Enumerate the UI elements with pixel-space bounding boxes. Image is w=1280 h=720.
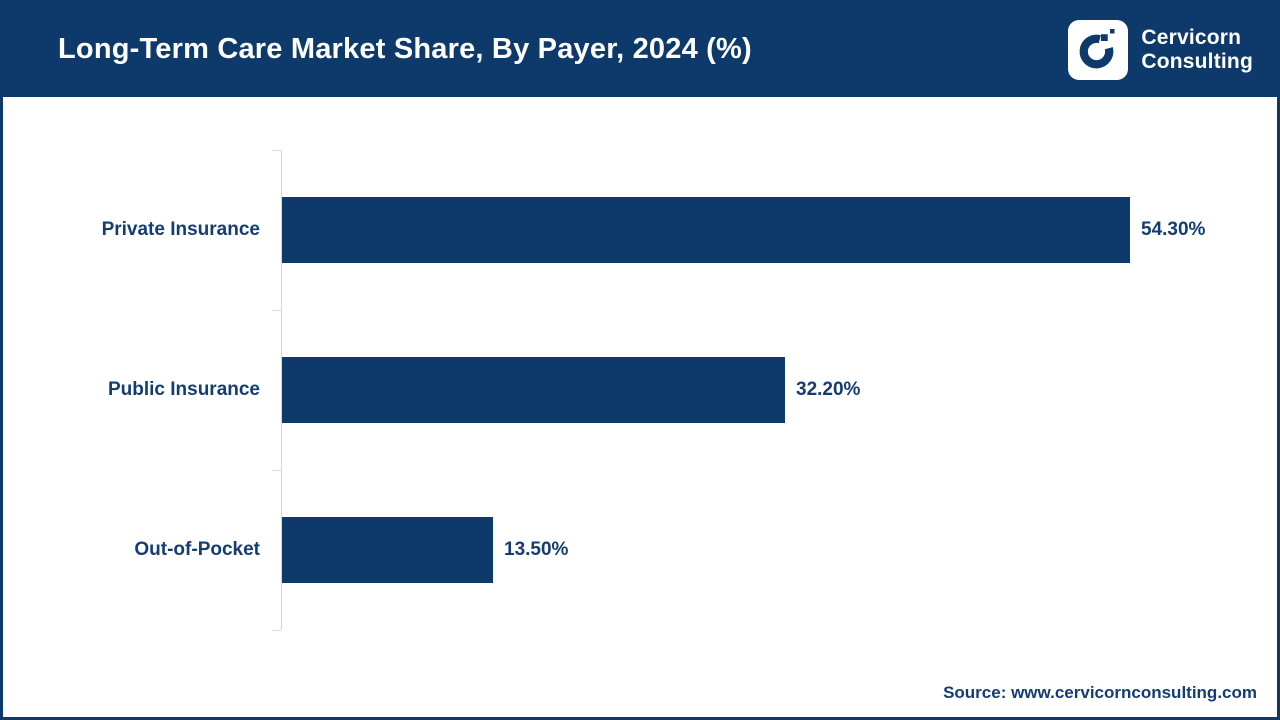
source-text: Source: www.cervicornconsulting.com (943, 683, 1257, 702)
y-axis-line (281, 150, 282, 630)
axis-tick (272, 310, 281, 311)
page-title: Long-Term Care Market Share, By Payer, 2… (58, 32, 752, 65)
brand-name-line2: Consulting (1141, 50, 1253, 73)
axis-tick (272, 470, 281, 471)
brand-name-line1: Cervicorn (1141, 26, 1242, 50)
category-label: Private Insurance (101, 219, 260, 240)
value-label: 13.50% (504, 539, 569, 560)
axis-tick (272, 630, 281, 631)
axis-tick (272, 150, 281, 151)
bar-private-insurance (282, 197, 1130, 263)
cervicorn-logo-icon (1068, 20, 1129, 80)
bar-row-public-insurance: Public Insurance 32.20% (3, 310, 1277, 470)
bar-row-out-of-pocket: Out-of-Pocket 13.50% (3, 470, 1277, 630)
bar-public-insurance (282, 357, 785, 423)
category-label: Out-of-Pocket (134, 539, 260, 560)
header-bar: Long-Term Care Market Share, By Payer, 2… (3, 3, 1277, 97)
brand-name: Cervicorn Consulting (1141, 26, 1253, 74)
category-label: Public Insurance (107, 379, 260, 400)
bar-out-of-pocket (282, 517, 493, 583)
value-label: 54.30% (1141, 219, 1206, 240)
bar-row-private-insurance: Private Insurance 54.30% (3, 150, 1277, 310)
chart-area: Private Insurance 54.30% Public Insuranc… (3, 97, 1277, 717)
brand-logo: Cervicorn Consulting (1068, 20, 1253, 80)
value-label: 32.20% (796, 379, 861, 400)
